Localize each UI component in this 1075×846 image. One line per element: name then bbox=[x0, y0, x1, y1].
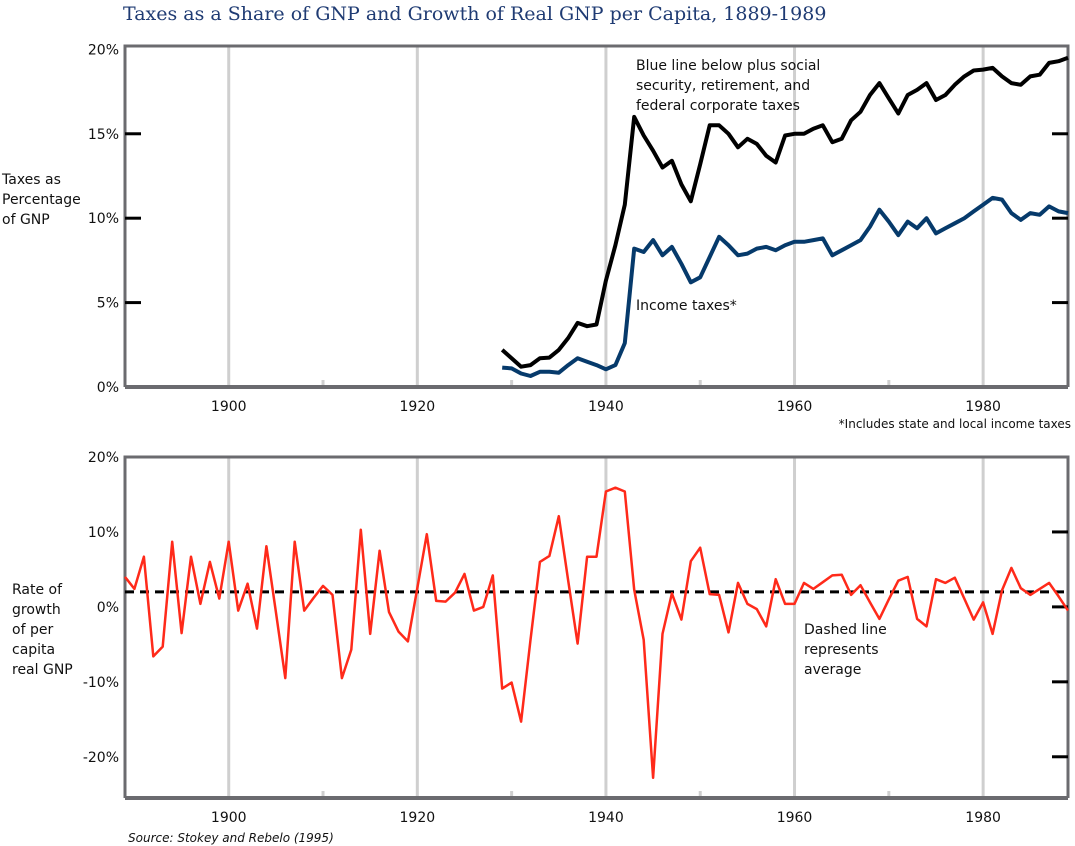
x-tick-label: 1960 bbox=[777, 810, 813, 826]
average-annotation-line-2: represents bbox=[804, 642, 879, 658]
y-tick-label: 10% bbox=[88, 525, 119, 541]
y-tick-label: 0% bbox=[97, 600, 119, 616]
y-tick-label: -20% bbox=[83, 750, 119, 766]
y-tick-label: 15% bbox=[88, 127, 119, 143]
chart-title: Taxes as a Share of GNP and Growth of Re… bbox=[123, 3, 826, 25]
x-tick-label: 1940 bbox=[588, 399, 624, 415]
x-tick-label: 1900 bbox=[211, 399, 247, 415]
bottom-ylabel-line-5: real GNP bbox=[12, 662, 73, 678]
total-series-line bbox=[500, 55, 1069, 369]
income-series-line bbox=[502, 195, 1069, 378]
growth-series-line bbox=[124, 486, 1070, 780]
x-tick-label: 1900 bbox=[211, 810, 247, 826]
growth-panel: 1900 1920 1940 1960 1980 20% 10% 0% -10% -20% bbox=[83, 450, 1070, 826]
bottom-ylabel-line-2: growth bbox=[12, 602, 61, 618]
bottom-ylabel-line-4: capita bbox=[12, 642, 55, 658]
y-tick-label: 20% bbox=[88, 42, 119, 58]
source-note: Source: Stokey and Rebelo (1995) bbox=[128, 831, 334, 845]
tax-share-panel: 1900 1920 1940 1960 1980 0% 5% 10% 15% 20% bbox=[88, 42, 1070, 415]
y-tick-label: 10% bbox=[88, 211, 119, 227]
y-tick-label: 20% bbox=[88, 450, 119, 466]
x-tick-label: 1920 bbox=[400, 399, 436, 415]
y-tick-label: -10% bbox=[83, 675, 119, 691]
bottom-ylabel-line-3: of per bbox=[12, 622, 53, 638]
x-tick-label: 1980 bbox=[965, 399, 1001, 415]
average-annotation-line-1: Dashed line bbox=[804, 622, 887, 638]
average-annotation-line-3: average bbox=[804, 662, 861, 678]
x-tick-label: 1960 bbox=[777, 399, 813, 415]
plot-frame bbox=[123, 455, 1070, 798]
footnote: *Includes state and local income taxes bbox=[839, 417, 1071, 431]
y-tick-label: 5% bbox=[97, 296, 119, 312]
x-tick-label: 1940 bbox=[588, 810, 624, 826]
bottom-ylabel-line-1: Rate of bbox=[12, 582, 63, 598]
y-tick-label: 0% bbox=[97, 380, 119, 396]
income-annotation: Income taxes* bbox=[636, 298, 737, 314]
x-tick-label: 1920 bbox=[400, 810, 436, 826]
top-ylabel-line-2: Percentage bbox=[2, 192, 81, 208]
top-ylabel-line-1: Taxes as bbox=[1, 172, 61, 188]
total-annotation-line-1: Blue line below plus social bbox=[636, 58, 820, 74]
total-annotation-line-3: federal corporate taxes bbox=[636, 98, 800, 114]
total-annotation-line-2: security, retirement, and bbox=[636, 78, 810, 94]
plot-frame bbox=[123, 44, 1070, 387]
top-ylabel-line-3: of GNP bbox=[2, 212, 50, 228]
x-tick-label: 1980 bbox=[965, 810, 1001, 826]
